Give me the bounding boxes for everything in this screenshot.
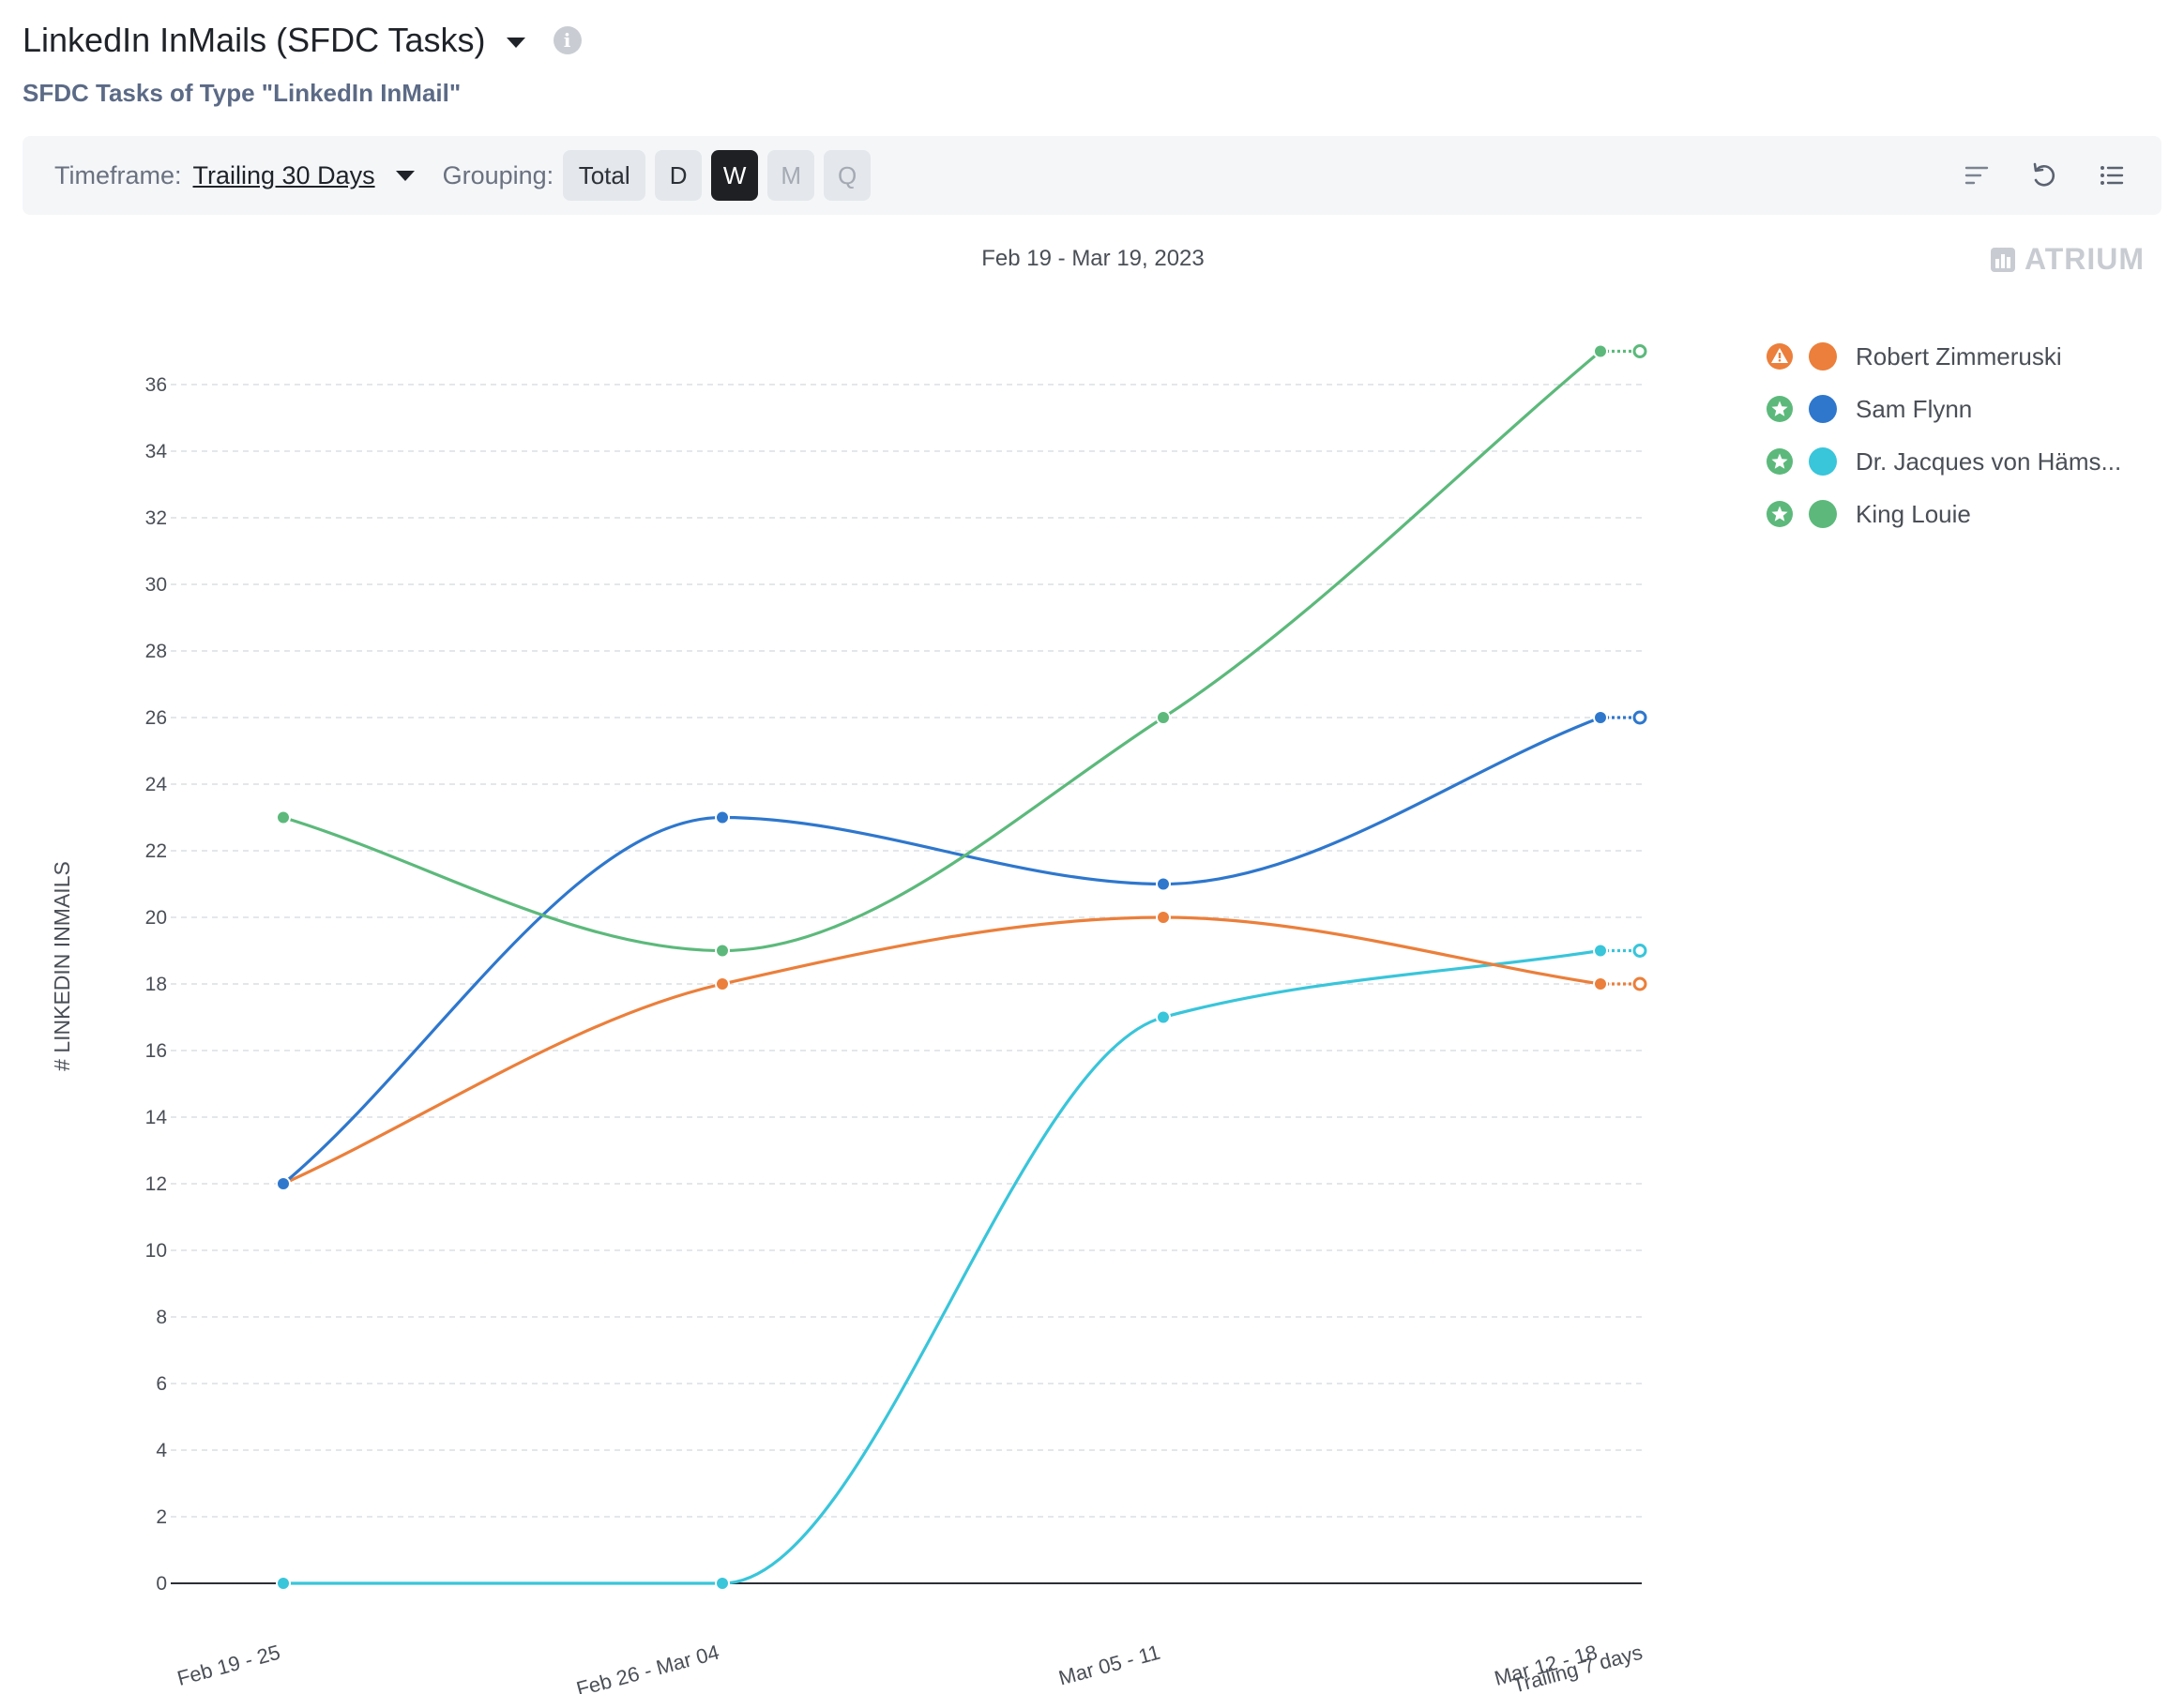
y-tick-label: 6 [156,1373,167,1395]
warning-icon [1767,343,1793,370]
y-tick-label: 14 [145,1107,168,1128]
chart-legend: Robert Zimmeruski Sam Flynn Dr. Jacques vo… [1766,330,2121,540]
y-tick-label: 4 [156,1440,167,1461]
date-range-label: Feb 19 - Mar 19, 2023 [981,246,1205,271]
y-tick-label: 16 [145,1040,167,1062]
y-axis-label: # LINKEDIN INMAILS [50,861,74,1071]
legend-swatch [1809,447,1837,476]
sort-icon[interactable] [1959,158,1994,193]
data-point [1156,1009,1171,1025]
data-point [1593,976,1608,991]
y-tick-label: 36 [145,374,167,396]
data-point [1593,343,1608,359]
data-point [276,1576,291,1591]
legend-swatch [1809,342,1837,371]
trailing-point [1632,976,1647,991]
data-point [1156,876,1171,892]
y-tick-label: 12 [145,1173,167,1195]
legend-swatch [1809,395,1837,423]
chart-toolbar: Timeframe: Trailing 30 Days Grouping: To… [23,136,2161,215]
y-tick-label: 30 [145,574,167,596]
timeframe-label: Timeframe: [54,160,182,189]
x-tick-label: Mar 05 - 11 [1056,1641,1163,1690]
legend-item[interactable]: Dr. Jacques von Häms... [1766,435,2121,488]
info-icon[interactable]: i [553,26,582,54]
y-tick-label: 20 [145,907,167,929]
y-tick-label: 34 [145,441,168,462]
star-icon [1767,501,1793,527]
series-line [282,948,1601,1585]
legend-label: Dr. Jacques von Häms... [1856,446,2122,476]
legend-label: Sam Flynn [1856,394,1973,423]
y-tick-label: 10 [145,1240,167,1262]
series-line [282,915,1601,1186]
title-row: LinkedIn InMails (SFDC Tasks) i [23,21,582,60]
y-tick-label: 24 [145,774,168,795]
timeframe-chevron-down-icon[interactable] [395,170,415,181]
x-tick-label: Feb 19 - 25 [174,1641,282,1690]
grouping-quarter-button[interactable]: Q [824,150,872,201]
data-point [715,943,730,959]
y-tick-label: 2 [156,1506,167,1528]
data-point [276,1176,291,1191]
legend-label: King Louie [1856,499,1971,528]
trailing-point [1632,344,1647,358]
y-tick-label: 18 [145,974,167,995]
y-tick-label: 0 [156,1573,167,1595]
timeframe-select[interactable]: Trailing 30 Days [192,160,375,189]
data-point [1593,710,1608,725]
y-tick-label: 26 [145,707,167,729]
legend-item[interactable]: King Louie [1766,488,2121,540]
toolbar-icons [1959,136,2130,215]
atrium-logo-icon [1990,247,2015,272]
title-dropdown-chevron-down-icon[interactable] [506,37,525,48]
y-tick-label: 32 [145,507,167,529]
brand-name: ATRIUM [2024,242,2145,276]
x-tick-label: Feb 26 - Mar 04 [574,1641,722,1694]
star-icon [1767,396,1793,422]
data-point [1156,910,1171,925]
star-icon [1767,448,1793,475]
series-line [281,716,1601,1186]
brand-logo: ATRIUM [1989,242,2145,277]
series-line [282,350,1602,953]
grouping-day-button[interactable]: D [655,150,703,201]
report-subtitle: SFDC Tasks of Type "LinkedIn InMail" [23,79,462,107]
list-icon[interactable] [2094,158,2130,193]
data-point [1593,943,1608,959]
data-point [276,809,291,825]
grouping-week-button[interactable]: W [711,150,759,201]
legend-swatch [1809,500,1837,528]
y-tick-label: 28 [145,641,167,662]
grouping-month-button[interactable]: M [767,150,815,201]
grouping-total-button[interactable]: Total [563,150,646,201]
data-point [1156,710,1171,725]
report-title: LinkedIn InMails (SFDC Tasks) [23,21,486,59]
grouping-label: Grouping: [442,160,554,189]
undo-icon[interactable] [2026,158,2062,193]
legend-item[interactable]: Robert Zimmeruski [1766,330,2121,383]
chart-header: LinkedIn InMails (SFDC Tasks) i SFDC Tas… [23,21,582,108]
y-tick-label: 8 [156,1307,167,1328]
legend-item[interactable]: Sam Flynn [1766,383,2121,435]
data-point [715,976,730,991]
y-tick-label: 22 [145,840,167,862]
trailing-point [1632,944,1647,958]
trailing-point [1632,710,1647,725]
data-point [715,1576,730,1591]
legend-label: Robert Zimmeruski [1856,341,2062,371]
data-point [715,809,730,825]
